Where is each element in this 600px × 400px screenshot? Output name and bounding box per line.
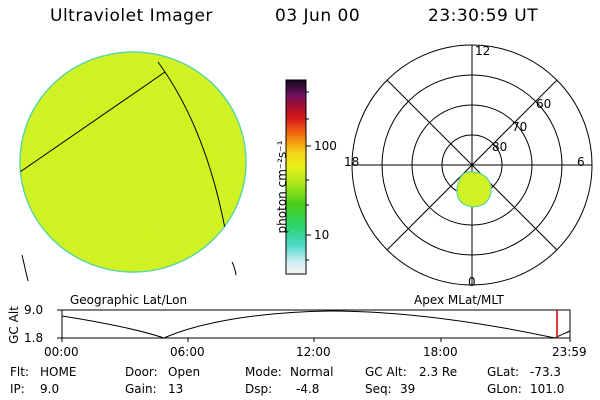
apex-caption: Apex MLat/MLT xyxy=(414,293,504,307)
glat-value: -73.3 xyxy=(530,365,562,379)
door-value: Open xyxy=(168,365,201,379)
grid-line xyxy=(20,71,166,173)
gc-alt-axis-label: GC Alt xyxy=(7,306,21,344)
mlat-label-80: 80 xyxy=(492,140,508,154)
glon-value: 101.0 xyxy=(530,382,565,396)
alt-tick-high: 9.0 xyxy=(24,303,44,317)
flt-label: Flt: xyxy=(10,365,29,379)
dsp-label: Dsp: xyxy=(245,382,273,396)
mlt-label-18: 18 xyxy=(344,155,360,169)
altitude-curve xyxy=(61,310,571,339)
flt-value: HOME xyxy=(40,365,77,379)
seq-value: 39 xyxy=(400,382,416,396)
mlt-label-12: 12 xyxy=(475,44,491,58)
dsp-value: -4.8 xyxy=(296,382,320,396)
polar-plot xyxy=(351,44,593,286)
altitude-plot xyxy=(57,309,571,342)
colorbar-unit-label: photon cm⁻²s⁻¹ xyxy=(275,140,289,234)
mlt-label-6: 6 xyxy=(577,155,585,169)
color-bar xyxy=(285,79,311,275)
gc-alt-value: 2.3 Re xyxy=(419,365,458,379)
gc-alt-label: GC Alt: xyxy=(365,365,407,379)
glat-label: GLat: xyxy=(487,365,520,379)
gain-label: Gain: xyxy=(125,382,157,396)
gain-value: 13 xyxy=(168,382,184,396)
mlat-label-60: 60 xyxy=(536,97,552,111)
time-tick: 23:59 xyxy=(552,345,587,359)
mlt-label-0: 0 xyxy=(468,275,476,289)
time-label: 23:30:59 UT xyxy=(428,6,539,26)
door-label: Door: xyxy=(125,365,158,379)
mlat-label-70: 70 xyxy=(512,120,528,134)
grid-line xyxy=(21,254,29,282)
ip-label: IP: xyxy=(10,382,25,396)
mode-value: Normal xyxy=(290,365,334,379)
colorbar-tick-10: 10 xyxy=(314,228,330,242)
geographic-caption: Geographic Lat/Lon xyxy=(70,293,188,307)
uv-image-disk xyxy=(19,51,247,282)
glon-label: GLon: xyxy=(487,382,522,396)
time-tick: 12:00 xyxy=(296,345,331,359)
time-tick: 06:00 xyxy=(170,345,205,359)
time-tick: 18:00 xyxy=(423,345,458,359)
colorbar-tick-100: 100 xyxy=(314,139,337,153)
seq-label: Seq: xyxy=(365,382,392,396)
date-label: 03 Jun 00 xyxy=(275,6,361,26)
ip-value: 9.0 xyxy=(40,382,60,396)
alt-tick-low: 1.8 xyxy=(24,331,44,345)
app-title: Ultraviolet Imager xyxy=(50,6,213,26)
mode-label: Mode: xyxy=(245,365,282,379)
time-tick: 00:00 xyxy=(44,345,79,359)
auroral-oval xyxy=(456,171,492,208)
